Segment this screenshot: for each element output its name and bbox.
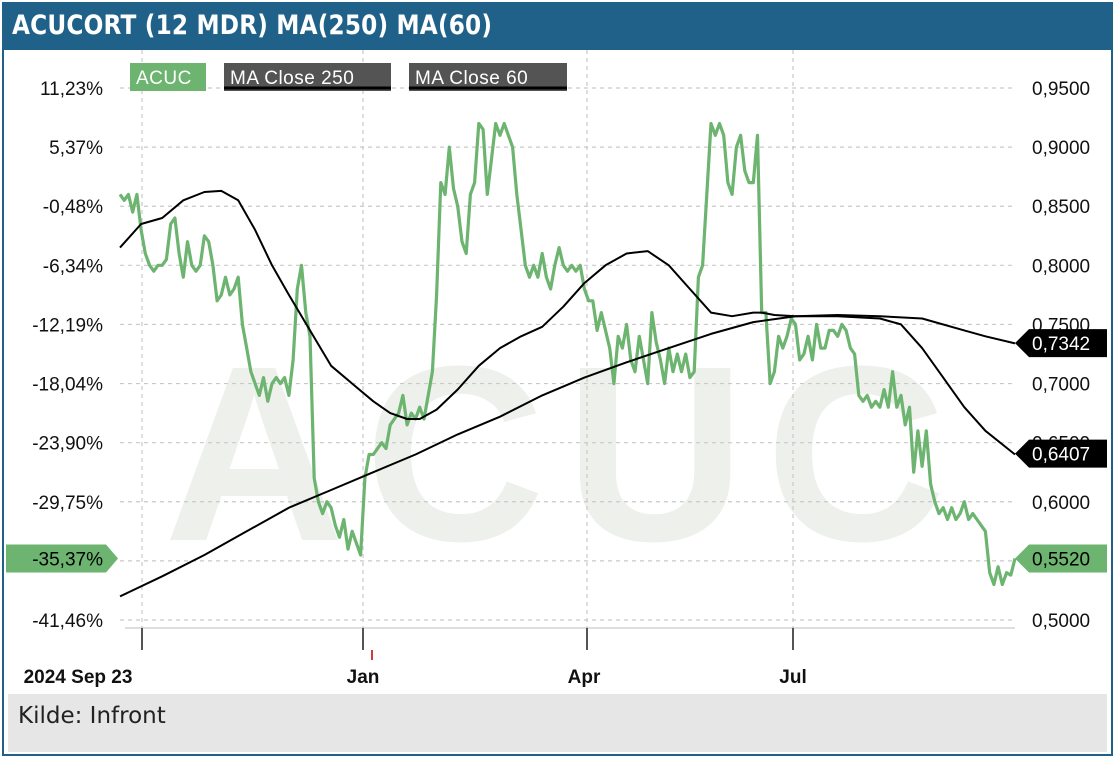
y-left-tick-label: -0,48% [43,197,103,218]
legend-item-acuc-box [130,63,206,91]
chart-title: ACUCORT (12 MDR) MA(250) MA(60) [12,10,493,41]
y-right-tick-label: 0,7000 [1032,375,1090,396]
source-footer: Kilde: Infront [8,694,1107,752]
y-right-tick-label: 0,6000 [1032,493,1090,514]
legend-item-ma60-box [409,63,567,91]
watermark-text: ACUC [164,314,966,593]
y-right-tick-label: 0,5000 [1032,611,1090,632]
ma250-line [119,314,1016,598]
y-right-tick-label: 0,9500 [1032,79,1090,100]
y-left-tick-label: -41,46% [32,611,103,632]
y-left-tick-label: -6,34% [43,256,103,277]
y-right-tick-label: 0,8500 [1032,197,1090,218]
x-tick-label: 2024 Sep 23 [24,667,133,688]
x-axis: 2024 Sep 23 Jan Apr Jul [24,627,1015,688]
price-line [118,121,1017,587]
legend-item-ma250-box [224,63,391,91]
chart-header: ACUCORT (12 MDR) MA(250) MA(60) [4,4,1111,50]
source-label: Kilde: Infront [18,703,166,729]
chart-legend: ACUC MA Close 250 MA Close 60 [130,63,567,91]
last-value-tags: 0,7342 0,6407 0,5520 -35,37% [6,329,1107,573]
x-tick-label: Apr [568,667,601,688]
ma250-last-value: 0,7342 [1032,334,1090,355]
y-left-tick-label: -12,19% [32,315,103,336]
x-tick-label: Jul [779,667,806,688]
y-right-tick-label: 0,8000 [1032,256,1090,277]
y-axis-left: 11,23% 5,37% -0,48% -6,34% -12,19% -18,04% -23… [32,79,103,632]
ma60-line [119,189,1016,456]
series-lines [118,121,1017,598]
grid-lines [120,50,1015,628]
ma250-last-tag [1015,329,1107,358]
price-last-value: 0,5520 [1032,550,1090,571]
price-last-tag [1015,544,1107,573]
y-left-tick-label: -18,04% [32,375,103,396]
legend-item-ma60: MA Close 60 [415,68,528,89]
legend-item-acuc: ACUC [136,68,192,89]
y-right-tick-label: 0,9000 [1032,138,1090,159]
price-pct-tag [6,544,118,573]
ma60-last-value: 0,6407 [1032,445,1090,466]
x-tick-label: Jan [347,667,380,688]
y-left-tick-label: 5,37% [49,138,103,159]
y-left-tick-label: 11,23% [40,79,103,100]
legend-item-ma250: MA Close 250 [230,68,354,89]
y-left-tick-label: -23,90% [32,434,103,455]
ma60-last-tag [1015,439,1107,468]
price-pct-value: -35,37% [32,550,103,571]
y-left-tick-label: -29,75% [32,493,103,514]
